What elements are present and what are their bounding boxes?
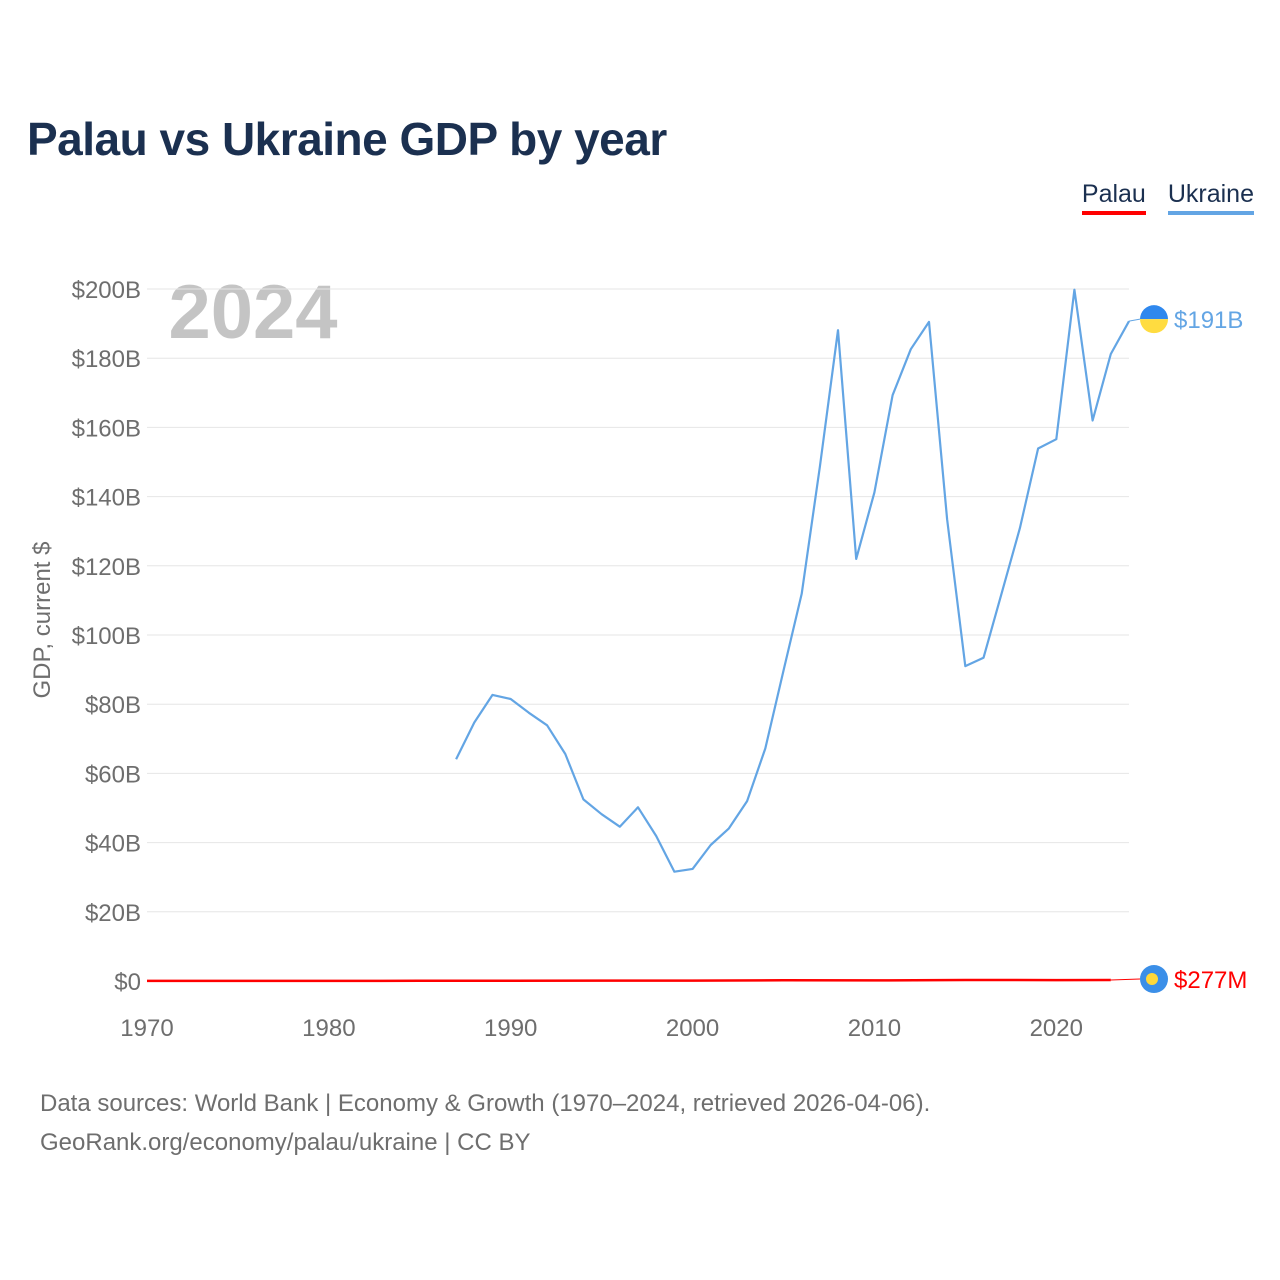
- y-tick-label: $80B: [85, 692, 141, 719]
- y-tick-label: $200B: [72, 277, 141, 304]
- y-tick-label: $160B: [72, 415, 141, 442]
- x-tick-label: 2020: [1030, 1015, 1083, 1042]
- y-tick-label: $60B: [85, 761, 141, 788]
- data-source-note: Data sources: World Bank | Economy & Gro…: [40, 1084, 930, 1162]
- y-tick-label: $120B: [72, 554, 141, 581]
- series-line-palau: [147, 978, 1111, 983]
- end-value-label-palau: $277M: [1174, 967, 1247, 994]
- ukraine-flag-icon: [1140, 305, 1168, 320]
- source-line-2[interactable]: GeoRank.org/economy/palau/ukraine | CC B…: [40, 1129, 531, 1156]
- y-tick-label: $40B: [85, 831, 141, 858]
- y-tick-label: $180B: [72, 346, 141, 373]
- legend: Palau Ukraine: [1081, 180, 1254, 215]
- y-tick-label: $100B: [72, 623, 141, 650]
- x-axis-ticks: 1970 1980 1990 2000 2010 2020: [120, 1015, 1083, 1042]
- x-tick-label: 2010: [848, 1015, 901, 1042]
- end-markers: $191B $277M: [1110, 305, 1247, 994]
- x-tick-label: 2000: [666, 1015, 719, 1042]
- y-axis-ticks: $0 $20B $40B $60B $80B $100B $120B $140B $160B $1…: [72, 277, 141, 996]
- series-lines: [147, 288, 1130, 983]
- end-value-label-ukraine: $191B: [1174, 307, 1243, 334]
- end-connector-ukraine: [1128, 318, 1141, 322]
- x-tick-label: 1980: [302, 1015, 355, 1042]
- legend-item-ukraine[interactable]: Ukraine: [1167, 180, 1254, 215]
- series-line-ukraine: [455, 288, 1130, 873]
- x-tick-label: 1970: [120, 1015, 173, 1042]
- y-tick-label: $20B: [85, 900, 141, 927]
- legend-item-palau[interactable]: Palau: [1081, 180, 1146, 215]
- palau-flag-dot: [1146, 973, 1158, 986]
- y-tick-label: $140B: [72, 485, 141, 512]
- end-connector-palau: [1110, 978, 1141, 981]
- y-axis-label: GDP, current $: [29, 542, 56, 699]
- source-line-1: Data sources: World Bank | Economy & Gro…: [40, 1090, 931, 1117]
- x-tick-label: 1990: [484, 1015, 537, 1042]
- grid-lines: [147, 288, 1129, 913]
- chart-title: Palau vs Ukraine GDP by year: [27, 113, 667, 165]
- ukraine-flag-icon-lower: [1140, 319, 1168, 334]
- year-watermark: 2024: [168, 270, 337, 355]
- y-tick-label: $0: [114, 969, 141, 996]
- gdp-line-chart: 2024 $0 $20B $40B $60B $80B $100B $120B $140B $1…: [29, 270, 1247, 1042]
